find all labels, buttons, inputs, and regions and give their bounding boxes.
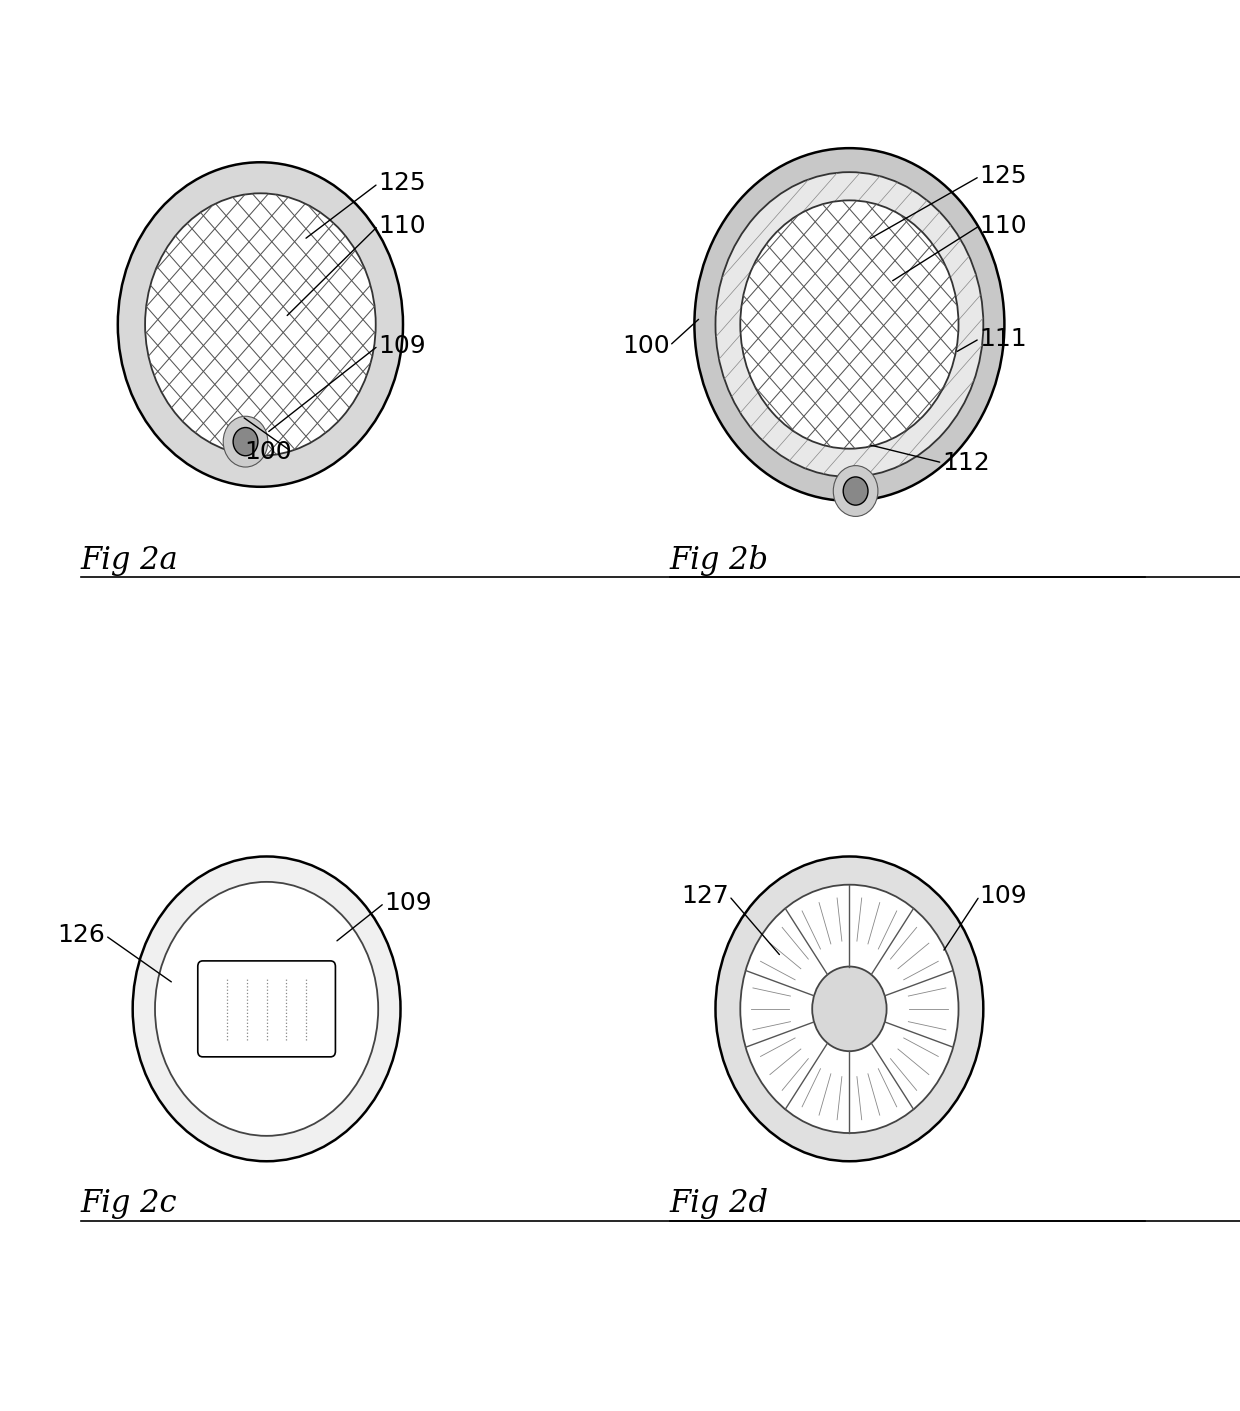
Text: 109: 109	[980, 883, 1027, 909]
Text: Fig 2b: Fig 2b	[670, 545, 769, 576]
Circle shape	[145, 193, 376, 456]
Text: 109: 109	[378, 333, 425, 358]
Text: 112: 112	[942, 450, 991, 476]
Text: 125: 125	[378, 171, 425, 196]
Text: 125: 125	[980, 164, 1027, 189]
Circle shape	[833, 466, 878, 516]
Text: 109: 109	[384, 890, 432, 916]
Text: Fig 2d: Fig 2d	[670, 1188, 769, 1219]
Circle shape	[812, 967, 887, 1051]
Text: 100: 100	[244, 439, 291, 464]
Circle shape	[118, 162, 403, 487]
Text: 126: 126	[57, 923, 105, 948]
Circle shape	[155, 882, 378, 1136]
Text: 110: 110	[378, 213, 425, 238]
Text: 100: 100	[622, 333, 670, 358]
Text: Fig 2a: Fig 2a	[81, 545, 179, 576]
Circle shape	[233, 428, 258, 456]
Circle shape	[740, 200, 959, 449]
Circle shape	[694, 148, 1004, 501]
Circle shape	[223, 416, 268, 467]
Circle shape	[715, 856, 983, 1161]
Circle shape	[133, 856, 401, 1161]
Text: 111: 111	[980, 326, 1027, 351]
FancyBboxPatch shape	[197, 961, 335, 1057]
Text: 127: 127	[681, 883, 729, 909]
Circle shape	[715, 172, 983, 477]
Text: 110: 110	[980, 213, 1027, 238]
Circle shape	[843, 477, 868, 505]
Circle shape	[740, 885, 959, 1133]
Text: Fig 2c: Fig 2c	[81, 1188, 177, 1219]
